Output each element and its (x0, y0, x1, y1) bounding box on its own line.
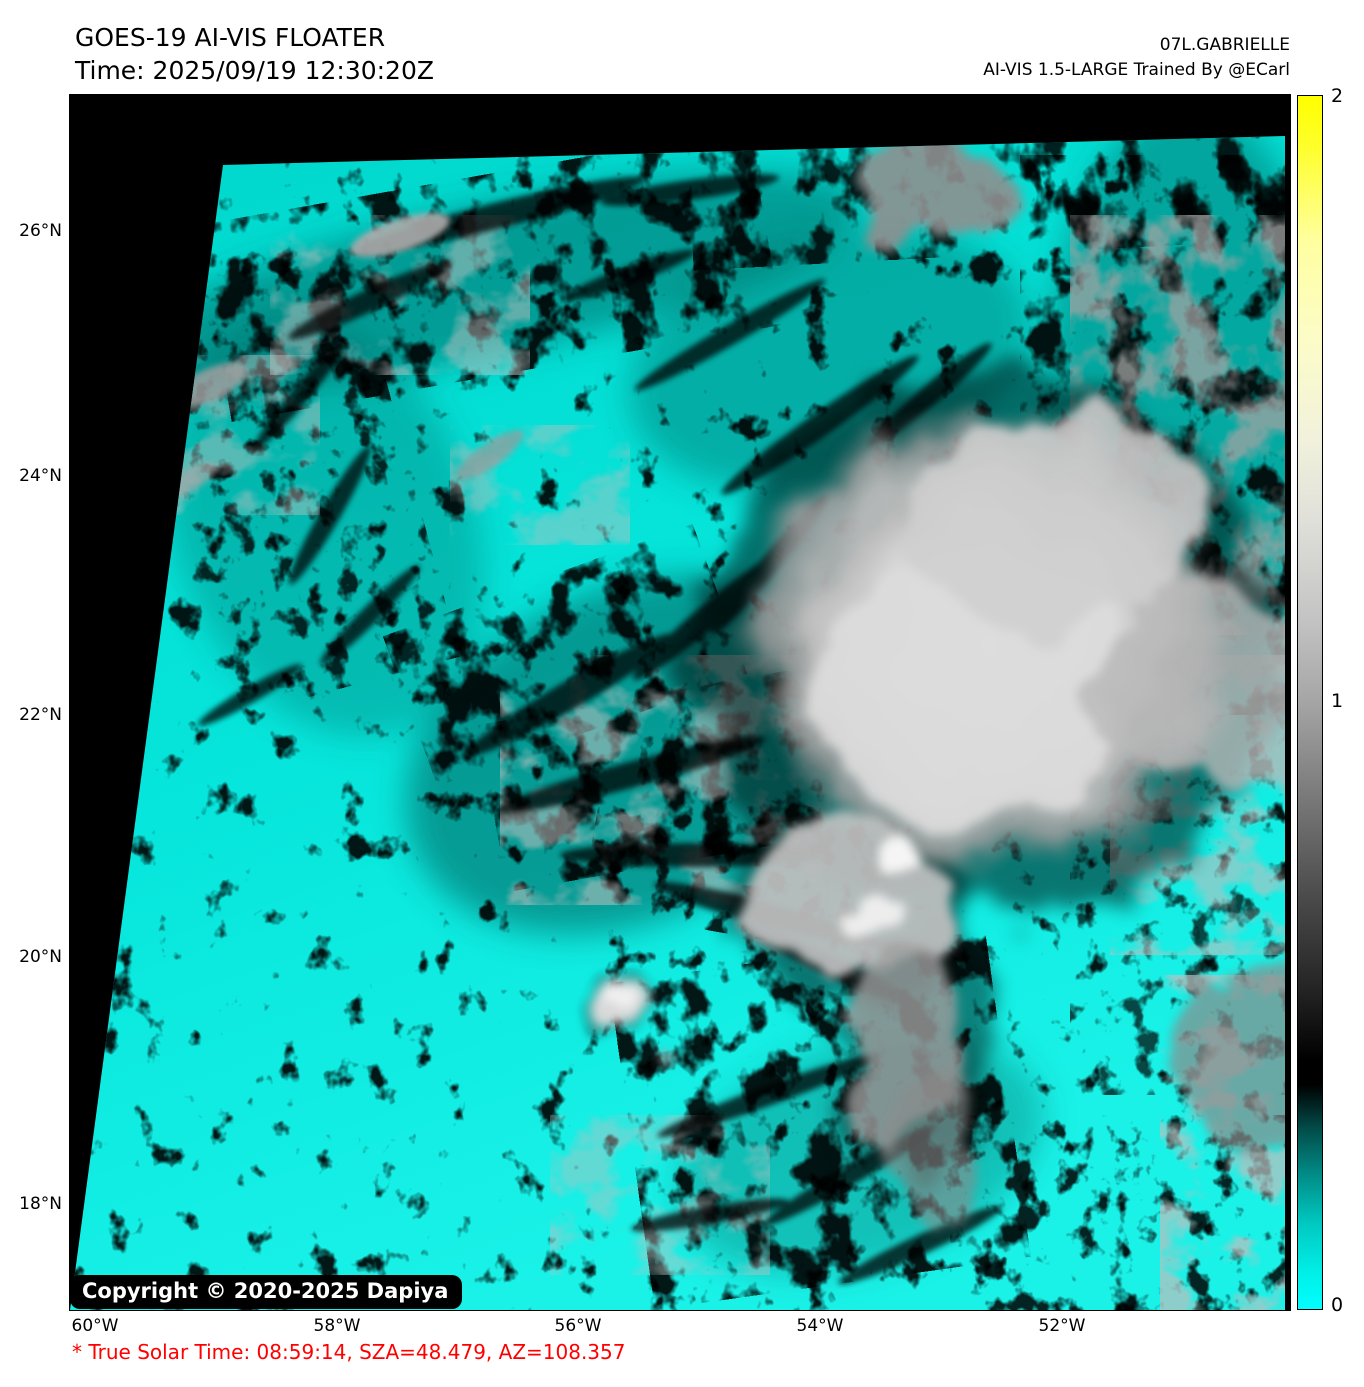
lat-tick-20n: 20°N (19, 947, 62, 967)
colorbar-tick-1: 1 (1331, 690, 1344, 712)
storm-cloud (737, 139, 1285, 1225)
ocean-region (70, 136, 1285, 1310)
colorbar-tick-2: 2 (1331, 85, 1344, 107)
solar-time-note: * True Solar Time: 08:59:14, SZA=48.479,… (72, 1340, 626, 1364)
page-title: GOES-19 AI-VIS FLOATER (75, 23, 386, 52)
satellite-image (70, 95, 1290, 1310)
lon-tick-56w: 56°W (554, 1316, 602, 1336)
lat-tick-22n: 22°N (19, 705, 62, 725)
title-block: GOES-19 AI-VIS FLOATER Time: 2025/09/19 … (75, 21, 434, 87)
small-cloud-cell (586, 974, 677, 1069)
satellite-map: Copyright © 2020-2025 Dapiya (70, 95, 1290, 1310)
lat-tick-18n: 18°N (19, 1194, 62, 1214)
lat-tick-24n: 24°N (19, 466, 62, 486)
lon-tick-54w: 54°W (796, 1316, 844, 1336)
lon-tick-52w: 52°W (1038, 1316, 1086, 1336)
credit-block: 07L.GABRIELLE AI-VIS 1.5-LARGE Trained B… (983, 33, 1290, 83)
lon-tick-58w: 58°W (313, 1316, 361, 1336)
copyright-badge: Copyright © 2020-2025 Dapiya (70, 1275, 463, 1309)
lat-tick-26n: 26°N (19, 221, 62, 241)
colorbar (1297, 95, 1323, 1310)
lon-tick-60w: 60°W (71, 1316, 119, 1336)
model-credit: AI-VIS 1.5-LARGE Trained By @ECarl (983, 60, 1290, 80)
timestamp: Time: 2025/09/19 12:30:20Z (75, 56, 434, 85)
storm-label: 07L.GABRIELLE (1159, 35, 1290, 55)
colorbar-tick-0: 0 (1331, 1294, 1344, 1316)
